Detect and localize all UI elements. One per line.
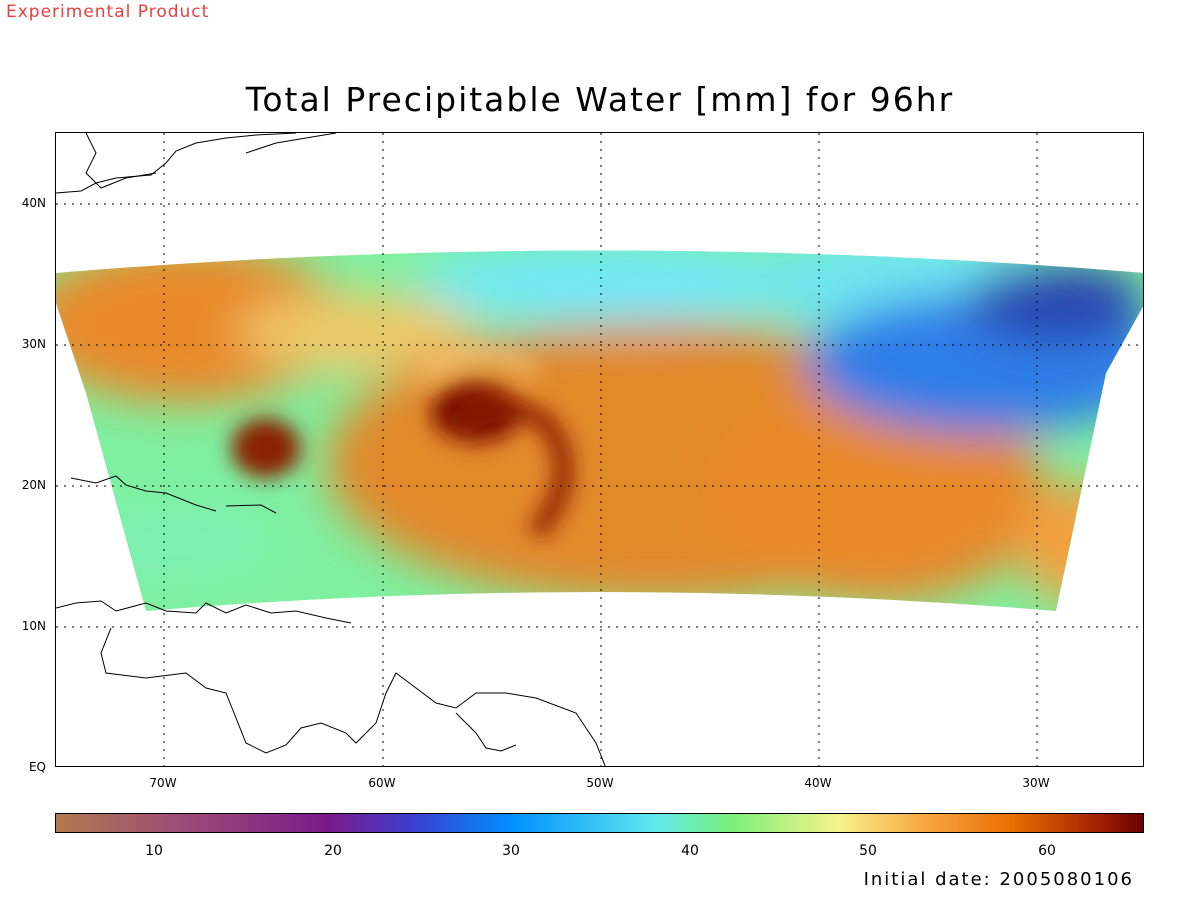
lat-label-40n: 40N bbox=[21, 196, 46, 210]
colorbar-tick-50: 50 bbox=[859, 843, 877, 859]
colorbar-tick-60: 60 bbox=[1038, 843, 1056, 859]
initial-date-label: Initial date: 2005080106 bbox=[863, 869, 1134, 890]
lat-label-10n: 10N bbox=[21, 619, 46, 633]
lon-label-50w: 50W bbox=[586, 776, 614, 790]
colorbar-tick-40: 40 bbox=[681, 843, 699, 859]
graticule bbox=[56, 133, 1143, 766]
tpw-data-swath bbox=[56, 250, 1143, 611]
lon-label-70w: 70W bbox=[149, 776, 177, 790]
map-plot-area bbox=[55, 132, 1144, 767]
colorbar-tick-30: 30 bbox=[502, 843, 520, 859]
lon-label-40w: 40W bbox=[804, 776, 832, 790]
lon-label-60w: 60W bbox=[368, 776, 396, 790]
colorbar-tick-10: 10 bbox=[145, 843, 163, 859]
experimental-product-label: Experimental Product bbox=[6, 2, 210, 22]
coastlines bbox=[56, 133, 606, 766]
lat-label-20n: 20N bbox=[21, 478, 46, 492]
colorbar bbox=[55, 813, 1144, 833]
lat-label-30n: 30N bbox=[21, 337, 46, 351]
map-title: Total Precipitable Water [mm] for 96hr bbox=[245, 80, 955, 119]
lat-label-eq: EQ bbox=[28, 760, 46, 774]
colorbar-tick-20: 20 bbox=[324, 843, 342, 859]
lon-label-30w: 30W bbox=[1022, 776, 1050, 790]
